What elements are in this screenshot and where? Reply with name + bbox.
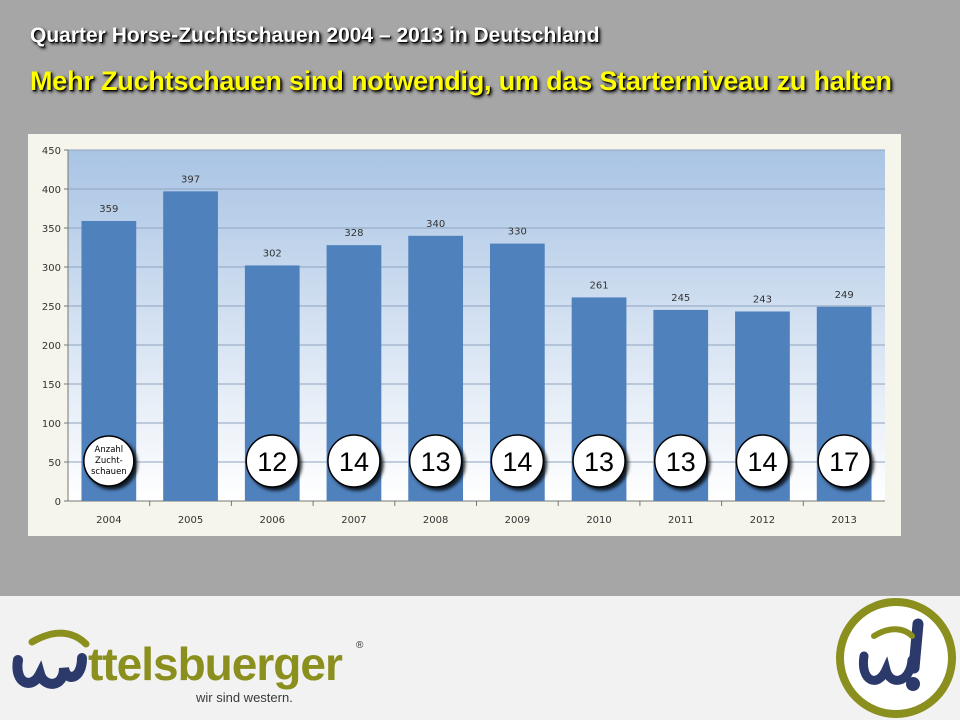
chart-area: 0 50 100 150 200 250 300 350 400 450 359 2004 397 200…	[28, 134, 901, 536]
y-tick-label: 200	[42, 341, 61, 352]
x-tick-label-2004: 2004	[96, 515, 121, 526]
data-label-2009: 330	[508, 227, 527, 238]
data-label-2004: 359	[99, 204, 118, 215]
badge-legend-circle	[83, 435, 135, 487]
footer-band	[0, 596, 960, 720]
badge-legend-line: Anzahl	[95, 445, 124, 455]
data-label-2008: 340	[426, 219, 445, 230]
badge-2010: 13	[572, 434, 626, 488]
badge-2008: 13	[408, 434, 463, 488]
badge-2007: 14	[327, 434, 381, 488]
badge-2006: 12	[245, 434, 299, 488]
y-tick-label: 50	[48, 458, 61, 469]
badge-value-2011: 13	[666, 447, 696, 477]
y-tick-label: 250	[42, 302, 61, 313]
badge-value-2009: 14	[502, 447, 532, 477]
registered-mark: ®	[356, 640, 364, 651]
badge-value-2007: 14	[339, 447, 369, 477]
slide-title: Quarter Horse-Zuchtschauen 2004 – 2013 i…	[30, 24, 600, 47]
brand-wordmark: ttelsbuerger	[88, 638, 343, 690]
data-label-2006: 302	[263, 248, 282, 259]
badge-circle-2011	[654, 434, 708, 488]
badge-circle-2008	[408, 434, 463, 488]
data-label-2012: 243	[753, 294, 772, 305]
badge-circle-2009	[490, 434, 545, 488]
badge-2013: 17	[817, 434, 871, 488]
x-tick-label-2007: 2007	[341, 515, 366, 526]
bar-chart: 0 50 100 150 200 250 300 350 400 450 359 2004 397 200…	[42, 146, 885, 526]
badge-circle-2006	[245, 434, 299, 488]
x-tick-label-2009: 2009	[505, 515, 530, 526]
x-tick-label-2010: 2010	[586, 515, 611, 526]
x-tick-label-2012: 2012	[750, 515, 775, 526]
badge-value-2012: 14	[747, 447, 777, 477]
y-tick-label: 300	[42, 263, 61, 274]
bar-2005	[163, 191, 218, 501]
y-tick-label: 100	[42, 419, 61, 430]
data-label-2011: 245	[671, 293, 690, 304]
brand-w-mark-icon	[12, 629, 90, 689]
data-label-2007: 328	[344, 228, 363, 239]
brand-slogan: wir sind western.	[196, 690, 293, 705]
badge-value-2006: 12	[257, 447, 287, 477]
badge-value-2008: 13	[421, 447, 451, 477]
x-tick-label-2011: 2011	[668, 515, 693, 526]
badge-legend-line: schauen	[91, 467, 127, 477]
badge-value-2013: 17	[829, 447, 859, 477]
y-tick-label: 150	[42, 380, 61, 391]
slide-subtitle: Mehr Zuchtschauen sind notwendig, um das…	[30, 66, 892, 96]
y-tick-label: 350	[42, 224, 61, 235]
y-tick-label: 450	[42, 146, 61, 157]
brand-logo: ttelsbuerger	[12, 629, 344, 690]
x-tick-label-2006: 2006	[260, 515, 285, 526]
data-label-2013: 249	[835, 290, 854, 301]
badge-legend-line: Zucht-	[95, 456, 123, 466]
badge-circle-2010	[572, 434, 626, 488]
badge-circle-2007	[327, 434, 381, 488]
badge-2012: 14	[735, 434, 790, 488]
x-tick-label-2013: 2013	[831, 515, 856, 526]
data-label-2005: 397	[181, 174, 200, 185]
badge-circle-2012	[735, 434, 790, 488]
y-tick-label: 0	[55, 497, 61, 508]
circle-logo-icon	[836, 598, 956, 718]
badge-2011: 13	[654, 434, 708, 488]
x-tick-label-2008: 2008	[423, 515, 448, 526]
data-label-2010: 261	[590, 280, 609, 291]
badge-2009: 14	[490, 434, 545, 488]
y-tick-label: 400	[42, 185, 61, 196]
x-tick-label-2005: 2005	[178, 515, 203, 526]
badge-circle-2013	[817, 434, 871, 488]
badge-value-2010: 13	[584, 447, 614, 477]
